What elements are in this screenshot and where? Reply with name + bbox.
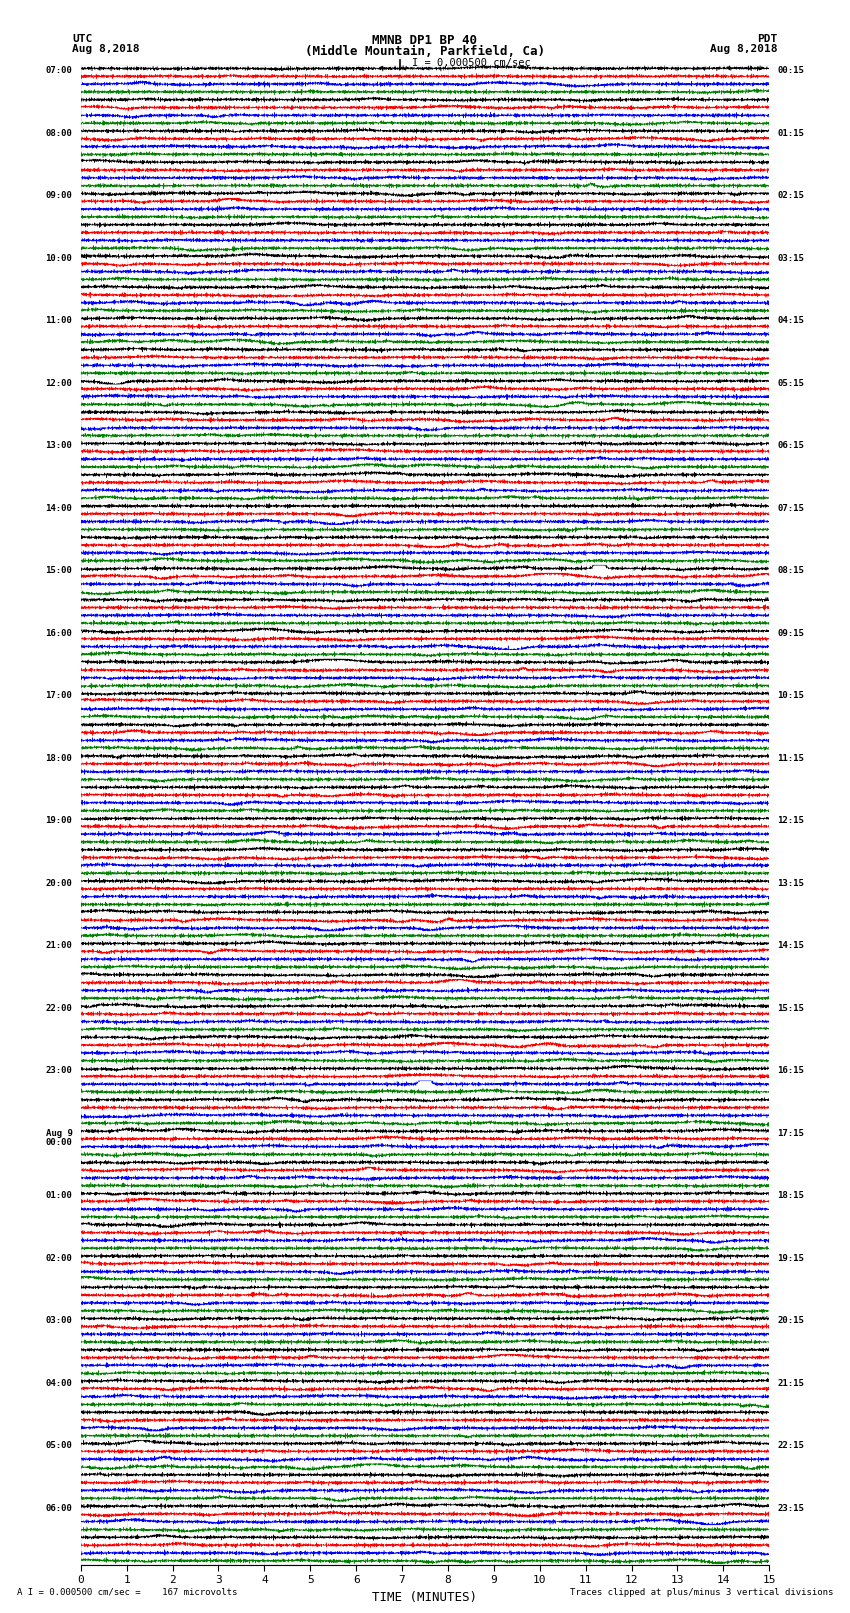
Text: UTC: UTC bbox=[72, 34, 93, 44]
Text: 15:00: 15:00 bbox=[46, 566, 72, 576]
Text: 10:15: 10:15 bbox=[778, 690, 804, 700]
Text: MMNB DP1 BP 40: MMNB DP1 BP 40 bbox=[372, 34, 478, 47]
Text: 17:00: 17:00 bbox=[46, 690, 72, 700]
Text: 13:15: 13:15 bbox=[778, 879, 804, 887]
Text: 00:15: 00:15 bbox=[778, 66, 804, 76]
Text: Aug 9: Aug 9 bbox=[46, 1129, 72, 1137]
Text: 03:00: 03:00 bbox=[46, 1316, 72, 1326]
Text: 14:15: 14:15 bbox=[778, 940, 804, 950]
Text: 08:15: 08:15 bbox=[778, 566, 804, 576]
Text: 21:15: 21:15 bbox=[778, 1379, 804, 1387]
Text: 17:15: 17:15 bbox=[778, 1129, 804, 1137]
Text: 06:00: 06:00 bbox=[46, 1503, 72, 1513]
Text: PDT: PDT bbox=[757, 34, 778, 44]
Text: 13:00: 13:00 bbox=[46, 440, 72, 450]
Text: A I = 0.000500 cm/sec =    167 microvolts: A I = 0.000500 cm/sec = 167 microvolts bbox=[17, 1587, 237, 1597]
Text: 06:15: 06:15 bbox=[778, 440, 804, 450]
Text: 14:00: 14:00 bbox=[46, 503, 72, 513]
Text: 01:15: 01:15 bbox=[778, 129, 804, 137]
Text: 22:15: 22:15 bbox=[778, 1440, 804, 1450]
Text: Aug 8,2018: Aug 8,2018 bbox=[711, 44, 778, 53]
Text: 11:00: 11:00 bbox=[46, 316, 72, 326]
Text: 04:15: 04:15 bbox=[778, 316, 804, 326]
Text: 22:00: 22:00 bbox=[46, 1003, 72, 1013]
Text: 03:15: 03:15 bbox=[778, 253, 804, 263]
Text: 07:15: 07:15 bbox=[778, 503, 804, 513]
Text: 16:15: 16:15 bbox=[778, 1066, 804, 1076]
Text: 19:15: 19:15 bbox=[778, 1253, 804, 1263]
Text: 02:00: 02:00 bbox=[46, 1253, 72, 1263]
Text: 11:15: 11:15 bbox=[778, 753, 804, 763]
Text: Aug 8,2018: Aug 8,2018 bbox=[72, 44, 139, 53]
Text: 02:15: 02:15 bbox=[778, 190, 804, 200]
Text: 23:15: 23:15 bbox=[778, 1503, 804, 1513]
Text: 09:15: 09:15 bbox=[778, 629, 804, 637]
Text: 05:00: 05:00 bbox=[46, 1440, 72, 1450]
X-axis label: TIME (MINUTES): TIME (MINUTES) bbox=[372, 1590, 478, 1603]
Text: (Middle Mountain, Parkfield, Ca): (Middle Mountain, Parkfield, Ca) bbox=[305, 45, 545, 58]
Text: 09:00: 09:00 bbox=[46, 190, 72, 200]
Text: 20:15: 20:15 bbox=[778, 1316, 804, 1326]
Text: 19:00: 19:00 bbox=[46, 816, 72, 826]
Text: 12:15: 12:15 bbox=[778, 816, 804, 826]
Text: 18:00: 18:00 bbox=[46, 753, 72, 763]
Text: 05:15: 05:15 bbox=[778, 379, 804, 387]
Text: 12:00: 12:00 bbox=[46, 379, 72, 387]
Text: Traces clipped at plus/minus 3 vertical divisions: Traces clipped at plus/minus 3 vertical … bbox=[570, 1587, 833, 1597]
Text: 04:00: 04:00 bbox=[46, 1379, 72, 1387]
Text: 01:00: 01:00 bbox=[46, 1190, 72, 1200]
Text: 07:00: 07:00 bbox=[46, 66, 72, 76]
Text: 08:00: 08:00 bbox=[46, 129, 72, 137]
Text: 21:00: 21:00 bbox=[46, 940, 72, 950]
Text: 10:00: 10:00 bbox=[46, 253, 72, 263]
Text: 00:00: 00:00 bbox=[46, 1139, 72, 1147]
Text: 20:00: 20:00 bbox=[46, 879, 72, 887]
Text: 23:00: 23:00 bbox=[46, 1066, 72, 1076]
Text: 15:15: 15:15 bbox=[778, 1003, 804, 1013]
Text: 18:15: 18:15 bbox=[778, 1190, 804, 1200]
Text: 16:00: 16:00 bbox=[46, 629, 72, 637]
Text: I = 0.000500 cm/sec: I = 0.000500 cm/sec bbox=[412, 58, 531, 68]
